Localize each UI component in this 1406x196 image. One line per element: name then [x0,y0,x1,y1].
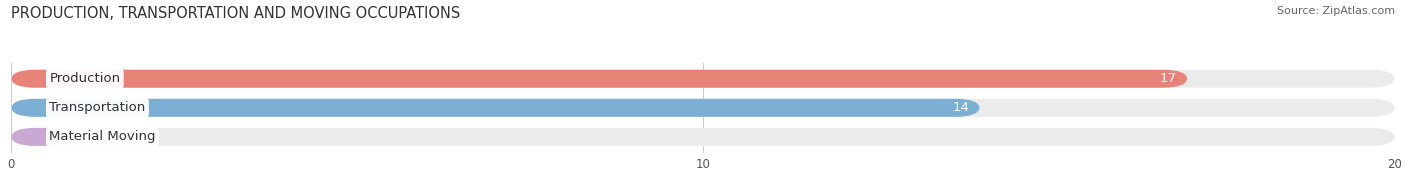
FancyBboxPatch shape [11,128,66,146]
FancyBboxPatch shape [11,99,1395,117]
Text: 14: 14 [952,101,969,114]
Text: Production: Production [49,72,121,85]
FancyBboxPatch shape [11,99,980,117]
Text: 0: 0 [87,130,96,143]
FancyBboxPatch shape [11,70,1187,88]
FancyBboxPatch shape [11,128,1395,146]
Text: PRODUCTION, TRANSPORTATION AND MOVING OCCUPATIONS: PRODUCTION, TRANSPORTATION AND MOVING OC… [11,6,461,21]
Text: Source: ZipAtlas.com: Source: ZipAtlas.com [1277,6,1395,16]
Text: Material Moving: Material Moving [49,130,156,143]
Text: Transportation: Transportation [49,101,146,114]
FancyBboxPatch shape [11,70,1395,88]
Text: 17: 17 [1160,72,1177,85]
